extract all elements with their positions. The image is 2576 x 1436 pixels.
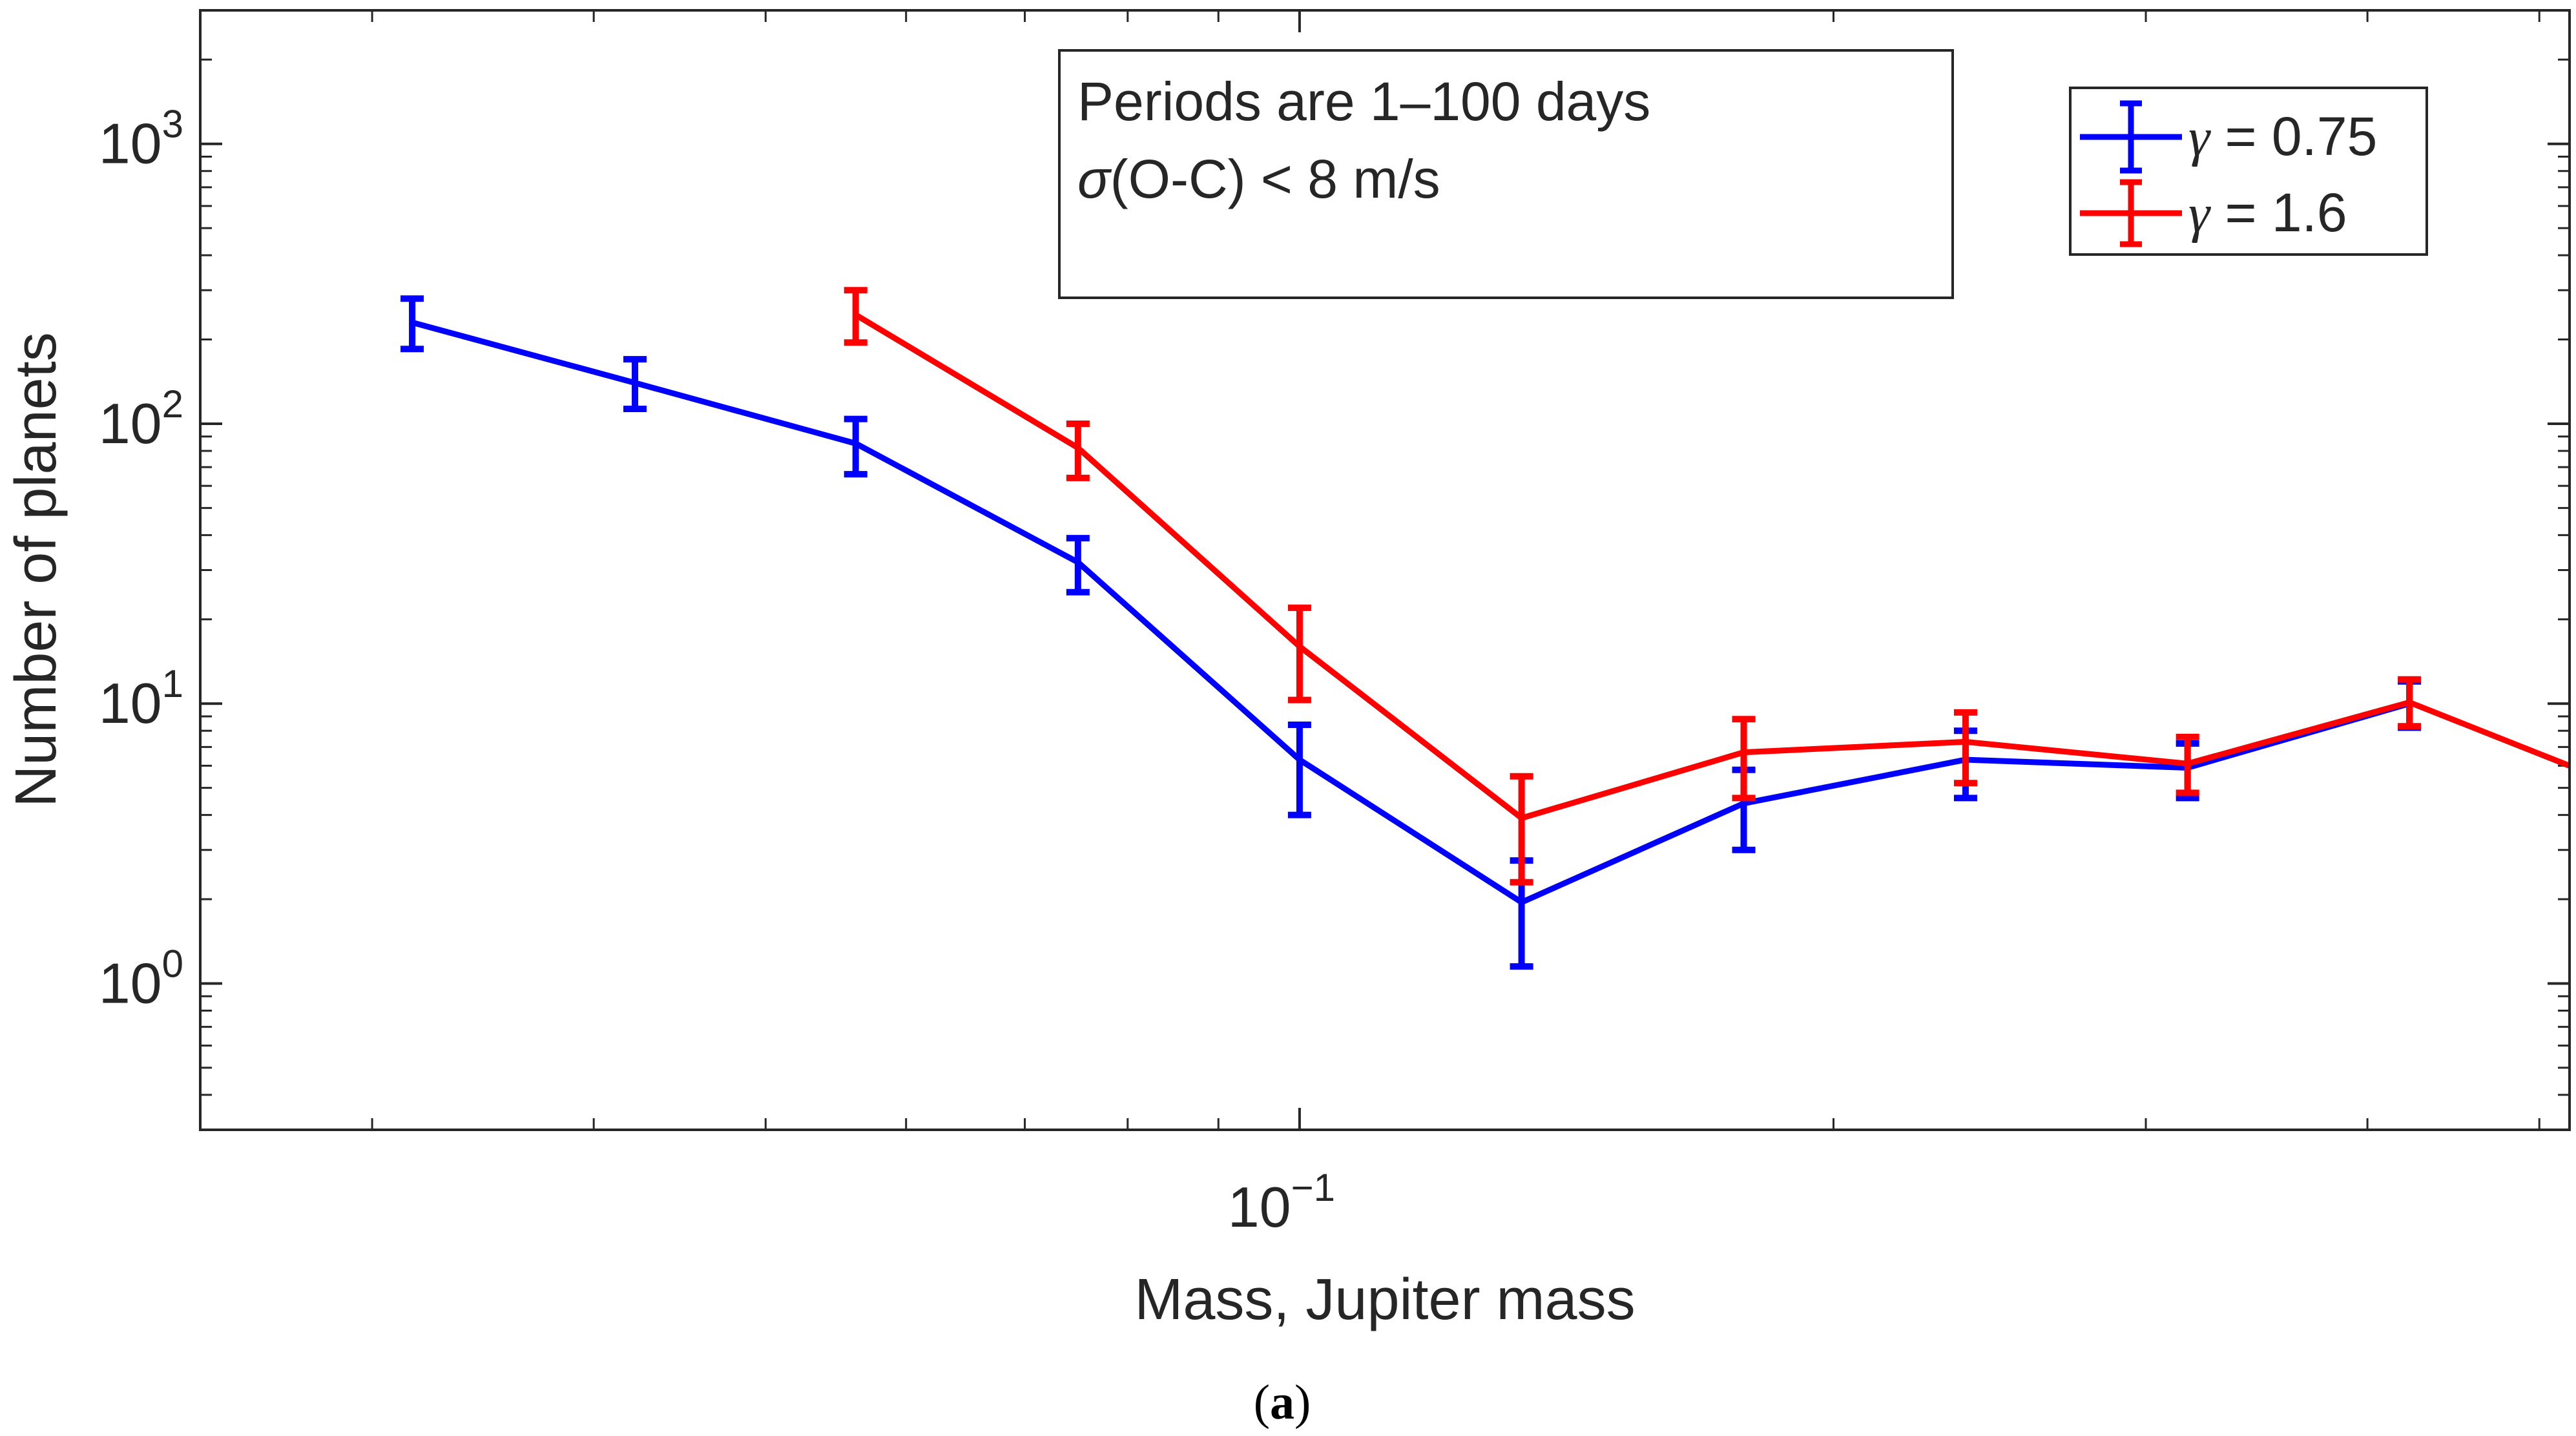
- data-point-errorbar: [623, 356, 647, 412]
- annotation-line-1: Periods are 1–100 days: [1077, 71, 1650, 132]
- legend-entry-blue: γ = 0.75: [2080, 100, 2377, 174]
- data-point-errorbar: [844, 415, 867, 478]
- data-point-errorbar: [844, 287, 867, 346]
- data-point-errorbar: [1510, 773, 1533, 886]
- y-tick-label: 103: [99, 103, 183, 176]
- data-point-errorbar: [2176, 733, 2199, 796]
- plot-series: [400, 287, 2570, 970]
- series-line: [854, 312, 2570, 821]
- caption-letter: a: [1270, 1375, 1294, 1430]
- x-axis-label: Mass, Jupiter mass: [1134, 1267, 1635, 1332]
- series-line: [411, 319, 2411, 906]
- annotation-box: Periods are 1–100 days σ(O-C) < 8 m/s: [1058, 49, 1954, 299]
- y-tick-label: 102: [99, 382, 183, 455]
- data-point-errorbar: [1953, 709, 1977, 787]
- legend-label-blue: γ = 0.75: [2188, 106, 2377, 167]
- axes-ticks: 100 101 102 103 10−1: [99, 9, 2570, 1239]
- data-point-errorbar: [1066, 535, 1090, 596]
- annotation-line-2: σ(O-C) < 8 m/s: [1077, 149, 1440, 209]
- data-point-errorbar: [1287, 722, 1311, 818]
- plot-frame: [199, 9, 2571, 1131]
- y-tick-label: 101: [99, 662, 183, 735]
- annotation-line-2-text: (O-C) < 8 m/s: [1110, 149, 1440, 209]
- data-point-errorbar: [1066, 420, 1090, 481]
- figure-caption: (a): [1254, 1375, 1311, 1430]
- series-blue: [400, 295, 2422, 970]
- data-point-errorbar: [1287, 604, 1311, 703]
- data-point-errorbar: [400, 295, 424, 353]
- legend-label-red: γ = 1.6: [2188, 182, 2347, 244]
- data-point-errorbar: [2398, 676, 2422, 730]
- legend: γ = 0.75 γ = 1.6: [2069, 87, 2428, 256]
- sigma-symbol: σ: [1077, 149, 1112, 209]
- series-red: [844, 287, 2570, 886]
- y-tick-label: 100: [99, 942, 183, 1015]
- y-axis-label: Number of planets: [4, 332, 68, 807]
- legend-entry-red: γ = 1.6: [2080, 179, 2347, 247]
- x-tick-label: 10−1: [1228, 1166, 1335, 1239]
- data-point-errorbar: [1732, 716, 1756, 802]
